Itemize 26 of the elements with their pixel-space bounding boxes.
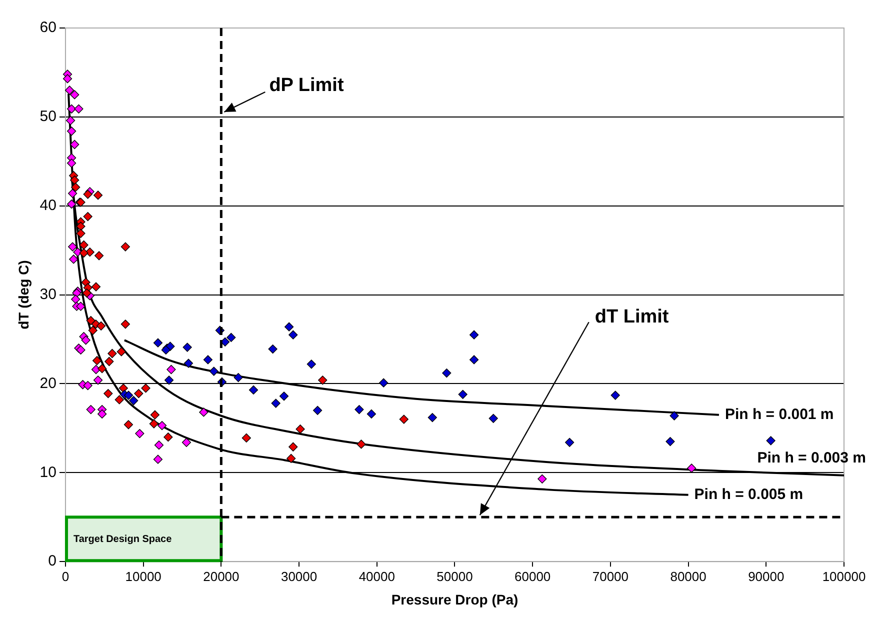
y-tick-label: 20 [40, 374, 56, 392]
x-tick-label: 0 [62, 568, 70, 584]
x-tick-label: 20000 [203, 568, 240, 584]
x-tick-label: 70000 [592, 568, 629, 584]
series-label: Pin h = 0.001 m [724, 406, 834, 423]
ref-line-label: dT Limit [594, 306, 670, 328]
x-tick-label: 100000 [822, 568, 866, 584]
x-tick-label: 60000 [514, 568, 551, 584]
x-tick-label: 30000 [280, 568, 318, 584]
x-tick-label: 90000 [748, 568, 784, 584]
y-tick-label: 10 [40, 464, 56, 481]
x-tick-label: 10000 [125, 568, 162, 584]
x-axis-title: Pressure Drop (Pa) [391, 591, 518, 608]
y-tick-label: 30 [40, 286, 56, 303]
y-tick-label: 50 [40, 108, 56, 126]
y-axis-title: dT (deg C) [15, 260, 32, 330]
y-tick-label: 60 [40, 19, 56, 36]
series-label: Pin h = 0.005 m [694, 486, 804, 504]
ref-line-label: dP Limit [269, 75, 344, 96]
band-label: Target Design Space [73, 534, 172, 546]
series-label: Pin h = 0.003 m [757, 449, 866, 466]
x-tick-label: 50000 [436, 568, 473, 584]
y-tick-label: 0 [48, 552, 56, 570]
x-tick-label: 40000 [358, 568, 395, 584]
x-tick-label: 80000 [670, 568, 706, 584]
y-tick-label: 40 [40, 197, 56, 214]
